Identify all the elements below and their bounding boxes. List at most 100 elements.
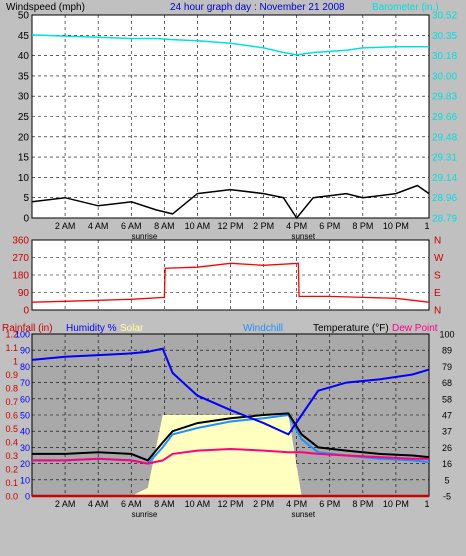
y-tick-label: 90 [18, 288, 30, 299]
y-tick-label: 45 [18, 31, 30, 42]
x-tick-label: 10 PM [383, 221, 409, 231]
y-tick-label: 270 [12, 253, 29, 264]
y-tick-label: 30.18 [432, 51, 457, 62]
barometer-y-axis: 30.52 30.35 30.18 30.00 29.83 29.66 29.48 29.31… [432, 11, 457, 225]
y-tick-label: 20 [18, 132, 30, 143]
sunrise-label: sunrise [132, 232, 158, 241]
y-tick-label: 1.1 [5, 343, 18, 353]
y-tick-label: 0.4 [5, 438, 18, 448]
y-tick-label: W [434, 253, 444, 264]
y-tick-label: 29.66 [432, 112, 457, 123]
direction-y-axis: 360 270 180 90 0 [12, 236, 29, 317]
y-tick-label: 29.83 [432, 92, 457, 103]
barometer-series [31, 34, 429, 56]
y-tick-label: 25 [18, 112, 30, 123]
sunset-label: sunset [291, 232, 315, 241]
temperature-legend: Temperature (°F) [313, 323, 389, 334]
x-tick-label: 6 PM [319, 221, 340, 231]
dewpoint-series [32, 447, 429, 465]
x-tick-label: 12 PM [217, 499, 243, 509]
x-tick-label: 10 AM [185, 499, 211, 509]
y-tick-label: 10 [20, 475, 30, 485]
solar-legend: Solar [120, 323, 144, 334]
x-tick-label: 12 PM [217, 221, 243, 231]
y-tick-label: 70 [20, 378, 30, 388]
wind-series [31, 34, 430, 220]
y-tick-label: 80 [20, 362, 30, 372]
y-tick-label: 50 [18, 11, 30, 22]
y-tick-label: 30.52 [432, 11, 457, 22]
wind-time-axis: 2 AM 4 AM 6 AM 8 AM 10 AM 12 PM 2 PM 4 PM 6 PM 8 … [55, 221, 430, 241]
dewpoint-legend: Dew Point [392, 323, 438, 334]
x-tick-label: 1 [424, 499, 429, 509]
y-tick-label: S [434, 271, 441, 282]
y-tick-label: 100 [15, 330, 30, 340]
x-tick-label: 4 PM [286, 221, 307, 231]
x-tick-label: 2 PM [253, 499, 274, 509]
y-tick-label: 40 [20, 427, 30, 437]
y-tick-label: 28.79 [432, 214, 457, 225]
rain-y-axis: 1.2 1.1 1 0.9 0.8 0.7 0.6 0.5 0.4 0.3 0.2 0.1 0.0 [5, 330, 18, 502]
x-tick-label: 8 AM [154, 221, 175, 231]
x-tick-label: 10 PM [383, 499, 409, 509]
windspeed-series [31, 184, 430, 220]
y-tick-label: 89 [442, 346, 452, 356]
y-tick-label: 60 [20, 394, 30, 404]
windspeed-title: Windspeed (mph) [6, 2, 85, 13]
x-tick-label: 2 AM [55, 221, 76, 231]
y-tick-label: 100 [439, 330, 454, 340]
y-tick-label: 10 [18, 173, 30, 184]
y-tick-label: 40 [18, 51, 30, 62]
temperature-series [32, 412, 430, 462]
y-tick-label: 0.0 [5, 492, 18, 502]
direction-panel-grid [32, 240, 429, 310]
y-tick-label: 0.2 [5, 465, 18, 475]
x-tick-label: 6 PM [319, 499, 340, 509]
x-tick-label: 6 AM [121, 499, 142, 509]
direction-series [31, 262, 430, 303]
y-tick-label: N [434, 236, 441, 247]
direction-series [31, 262, 430, 303]
y-tick-label: 0 [23, 306, 29, 317]
y-tick-label: 47 [442, 411, 452, 421]
x-tick-label: 2 PM [253, 221, 274, 231]
y-tick-label: 30 [18, 92, 30, 103]
y-tick-label: 0.3 [5, 451, 18, 461]
y-tick-label: E [434, 288, 441, 299]
y-tick-label: 0.8 [5, 384, 18, 394]
sunrise-label: sunrise [132, 510, 158, 519]
y-tick-label: N [434, 306, 441, 317]
graph-day-title: 24 hour graph day : November 21 2008 [170, 2, 345, 13]
x-tick-label: 8 AM [154, 499, 175, 509]
sunset-label: sunset [291, 510, 315, 519]
y-tick-label: 35 [18, 71, 30, 82]
x-tick-label: 8 PM [352, 221, 373, 231]
x-tick-label: 4 PM [286, 499, 307, 509]
solar-area [32, 415, 429, 496]
y-tick-label: 5 [23, 193, 29, 204]
temperature-y-axis: 100 89 79 68 58 47 37 26 16 5 -5 [439, 330, 454, 502]
y-tick-label: 29.48 [432, 132, 457, 143]
y-tick-label: 68 [442, 378, 452, 388]
y-tick-label: 0.9 [5, 370, 18, 380]
y-tick-label: 50 [20, 411, 30, 421]
y-tick-label: 0 [23, 214, 29, 225]
y-tick-label: -5 [443, 492, 451, 502]
x-tick-label: 4 AM [88, 499, 109, 509]
x-tick-label: 10 AM [185, 221, 211, 231]
y-tick-label: 26 [442, 443, 452, 453]
humidity-legend: Humidity % [66, 323, 117, 334]
y-tick-label: 16 [442, 459, 452, 469]
climate-time-axis: 2 AM 4 AM 6 AM 8 AM 10 AM 12 PM 2 PM 4 PM 6 PM 8 … [55, 499, 430, 519]
y-tick-label: 0.5 [5, 424, 18, 434]
y-tick-label: 1.2 [5, 330, 18, 340]
y-tick-label: 15 [18, 153, 30, 164]
x-tick-label: 1 [424, 221, 429, 231]
y-tick-label: 180 [12, 271, 29, 282]
y-tick-label: 90 [20, 346, 30, 356]
y-tick-label: 1 [13, 357, 18, 367]
